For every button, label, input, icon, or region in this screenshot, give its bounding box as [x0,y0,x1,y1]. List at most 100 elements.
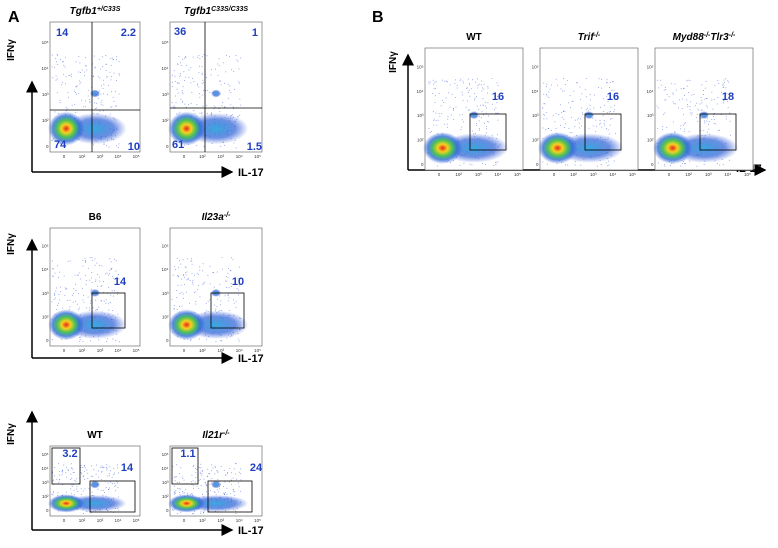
event-dot [185,57,187,59]
event-dot [206,338,208,340]
event-dot [200,463,202,465]
event-dot [57,463,59,465]
event-dot [101,300,103,302]
event-dot [94,258,96,260]
x-tick-label: 0 [183,518,186,523]
event-dot [172,509,174,511]
event-dot [191,481,193,483]
event-dot [174,269,176,271]
event-dot [63,61,65,63]
event-dot [543,103,545,105]
event-dot [603,110,605,112]
event-dot [181,476,183,478]
gate-percent: 1.5 [247,141,262,153]
title-part: Myd88 [673,32,705,43]
event-dot [554,121,556,123]
event-dot [239,285,241,287]
event-dot [231,472,233,474]
y-tick-label: 10² [162,494,169,499]
event-dot [69,74,71,76]
event-dot [468,108,470,110]
event-dot [83,475,85,477]
event-dot [235,510,237,512]
event-dot [190,260,192,262]
event-dot [186,271,188,273]
y-axis-label: IFNγ [6,423,17,445]
event-dot [478,128,480,130]
gate-percent: 24 [250,462,263,474]
event-dot [560,88,562,90]
event-dot [236,287,238,289]
event-dot [428,81,430,83]
event-dot [189,339,191,341]
event-dot [689,112,691,114]
event-dot [226,493,228,495]
event-dot [225,280,227,282]
event-dot [696,165,698,167]
event-dot [212,467,214,469]
event-dot [205,484,207,486]
event-dot [711,91,713,93]
event-dot [443,101,445,103]
event-dot [546,83,548,85]
y-tick-label: 10³ [162,480,169,485]
event-dot [59,58,61,60]
event-dot [605,162,607,164]
event-dot [601,126,603,128]
event-dot [229,90,231,92]
event-dot [469,84,471,86]
gate-box [91,292,126,329]
event-dot [238,340,240,342]
event-dot [474,97,476,99]
event-dot [78,293,80,295]
event-dot [71,477,73,479]
event-dot [200,467,202,469]
event-dot [176,476,178,478]
event-dot [216,298,218,300]
event-dot [69,260,71,262]
event-dot [58,276,60,278]
event-dot [574,126,576,128]
event-dot [85,275,87,277]
event-dot [718,129,720,131]
event-dot [727,107,729,109]
event-dot [481,87,483,89]
y-tick-label: 10⁵ [162,244,169,249]
event-dot [200,512,202,514]
density [168,494,205,513]
event-dot [703,130,705,132]
event-dot [225,71,227,73]
event-dot [206,104,208,106]
event-dot [51,66,53,68]
event-dot [59,271,61,273]
y-tick-label: 10⁵ [42,452,49,457]
event-dot [61,81,63,83]
event-dot [95,66,97,68]
event-dot [441,113,443,115]
event-dot [560,124,562,126]
event-dot [195,477,197,479]
event-dot [91,288,93,290]
title-part: -/- [729,32,736,39]
event-dot [239,266,241,268]
event-dot [456,84,458,86]
event-dot [238,284,240,286]
event-dot [465,106,467,108]
event-dot [96,262,98,264]
event-dot [65,76,67,78]
event-dot [487,102,489,104]
y-tick-label: 10⁵ [532,64,539,69]
event-dot [230,104,232,106]
event-dot [574,119,576,121]
event-dot [471,130,473,132]
event-dot [433,120,435,122]
event-dot [82,340,84,342]
event-dot [198,93,200,95]
event-dot [102,489,104,491]
event-dot [85,284,87,286]
title-part: -/- [594,32,601,39]
event-dot [568,102,570,104]
event-dot [462,99,464,101]
event-dot [689,109,691,111]
y-tick-label: 10² [162,118,169,123]
